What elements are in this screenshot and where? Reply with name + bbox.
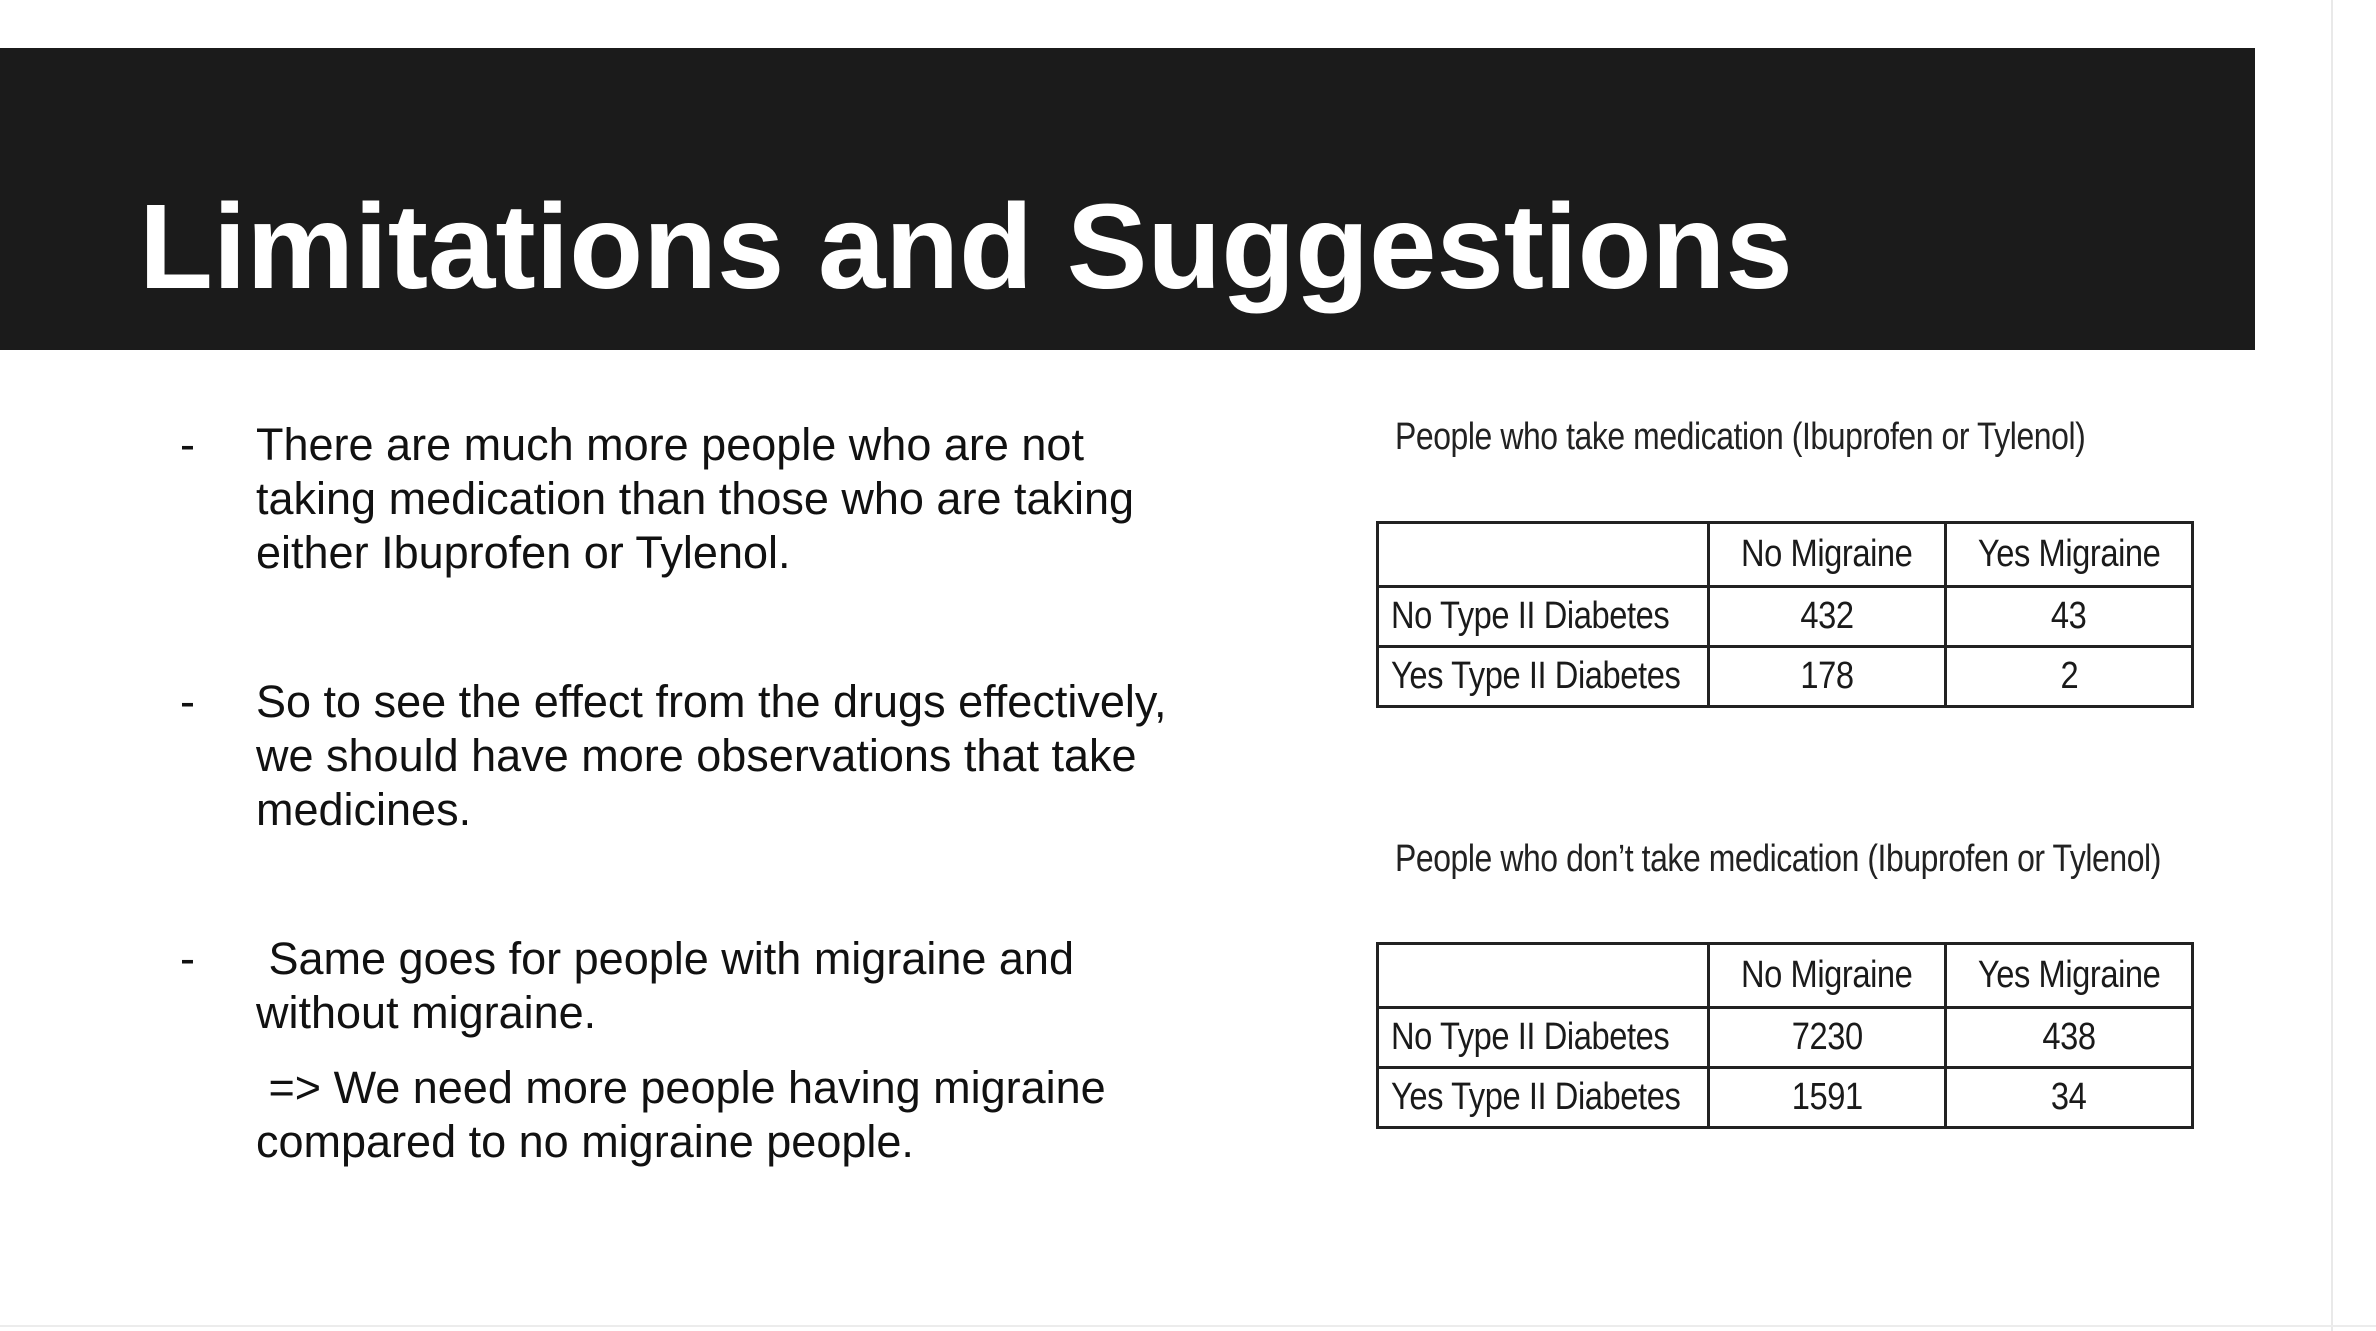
bullet-3-followup-line-2: compared to no migraine people. [256, 1116, 914, 1167]
table-row: Yes Type II Diabetes 178 2 [1376, 645, 2194, 708]
table-corner-cell [1376, 521, 1710, 588]
column-header-no-migraine: No Migraine [1707, 521, 1947, 588]
table-header-row: No Migraine Yes Migraine [1376, 521, 2194, 588]
slide-title: Limitations and Suggestions [139, 178, 1793, 314]
bullet-1-line-3: either Ibuprofen or Tylenol. [256, 527, 791, 578]
table-medication: No Migraine Yes Migraine No Type II Diab… [1376, 521, 2194, 708]
table-cell: 438 [1944, 1006, 2194, 1069]
column-header-yes-migraine: Yes Migraine [1944, 942, 2194, 1009]
bullet-1-text: There are much more people who are not t… [256, 418, 1256, 580]
table-no-medication: No Migraine Yes Migraine No Type II Diab… [1376, 942, 2194, 1129]
table-row: No Type II Diabetes 432 43 [1376, 585, 2194, 648]
bullet-3-followup: => We need more people having migraine c… [256, 1061, 1256, 1169]
bullet-1-line-2: taking medication than those who are tak… [256, 473, 1135, 524]
bullet-3-line-1: Same goes for people with migraine and [256, 933, 1074, 984]
bullet-3-line-2: without migraine. [256, 987, 597, 1038]
table-corner-cell [1376, 942, 1710, 1009]
column-header-yes-migraine: Yes Migraine [1944, 521, 2194, 588]
bullet-2-text: So to see the effect from the drugs effe… [256, 675, 1256, 837]
row-label-no-diabetes: No Type II Diabetes [1376, 585, 1710, 648]
table-cell: 2 [1944, 645, 2194, 708]
table-cell: 432 [1707, 585, 1947, 648]
title-bar [0, 48, 2255, 350]
table-row: Yes Type II Diabetes 1591 34 [1376, 1066, 2194, 1129]
table-row: No Type II Diabetes 7230 438 [1376, 1006, 2194, 1069]
table-cell: 43 [1944, 585, 2194, 648]
bullet-marker: - [180, 933, 195, 984]
row-label-yes-diabetes: Yes Type II Diabetes [1376, 645, 1710, 708]
bullet-3-followup-line-1: => We need more people having migraine [256, 1062, 1106, 1113]
table-header-row: No Migraine Yes Migraine [1376, 942, 2194, 1009]
bullet-2-line-3: medicines. [256, 784, 472, 835]
slide-right-edge [2331, 0, 2333, 1331]
table-cell: 7230 [1707, 1006, 1947, 1069]
table-1-caption: People who take medication (Ibuprofen or… [1395, 416, 2086, 458]
column-header-no-migraine: No Migraine [1707, 942, 1947, 1009]
bullet-marker: - [180, 676, 195, 727]
table-cell: 178 [1707, 645, 1947, 708]
bullet-1-line-1: There are much more people who are not [256, 419, 1084, 470]
bullet-marker: - [180, 419, 195, 470]
bullet-2-line-1: So to see the effect from the drugs effe… [256, 676, 1167, 727]
row-label-no-diabetes: No Type II Diabetes [1376, 1006, 1710, 1069]
table-cell: 34 [1944, 1066, 2194, 1129]
slide-bottom-edge [0, 1325, 2376, 1327]
bullet-2-line-2: we should have more observations that ta… [256, 730, 1137, 781]
row-label-yes-diabetes: Yes Type II Diabetes [1376, 1066, 1710, 1129]
table-cell: 1591 [1707, 1066, 1947, 1129]
table-2-caption: People who don’t take medication (Ibupro… [1395, 838, 2161, 880]
bullet-3-text: Same goes for people with migraine and w… [256, 932, 1256, 1040]
